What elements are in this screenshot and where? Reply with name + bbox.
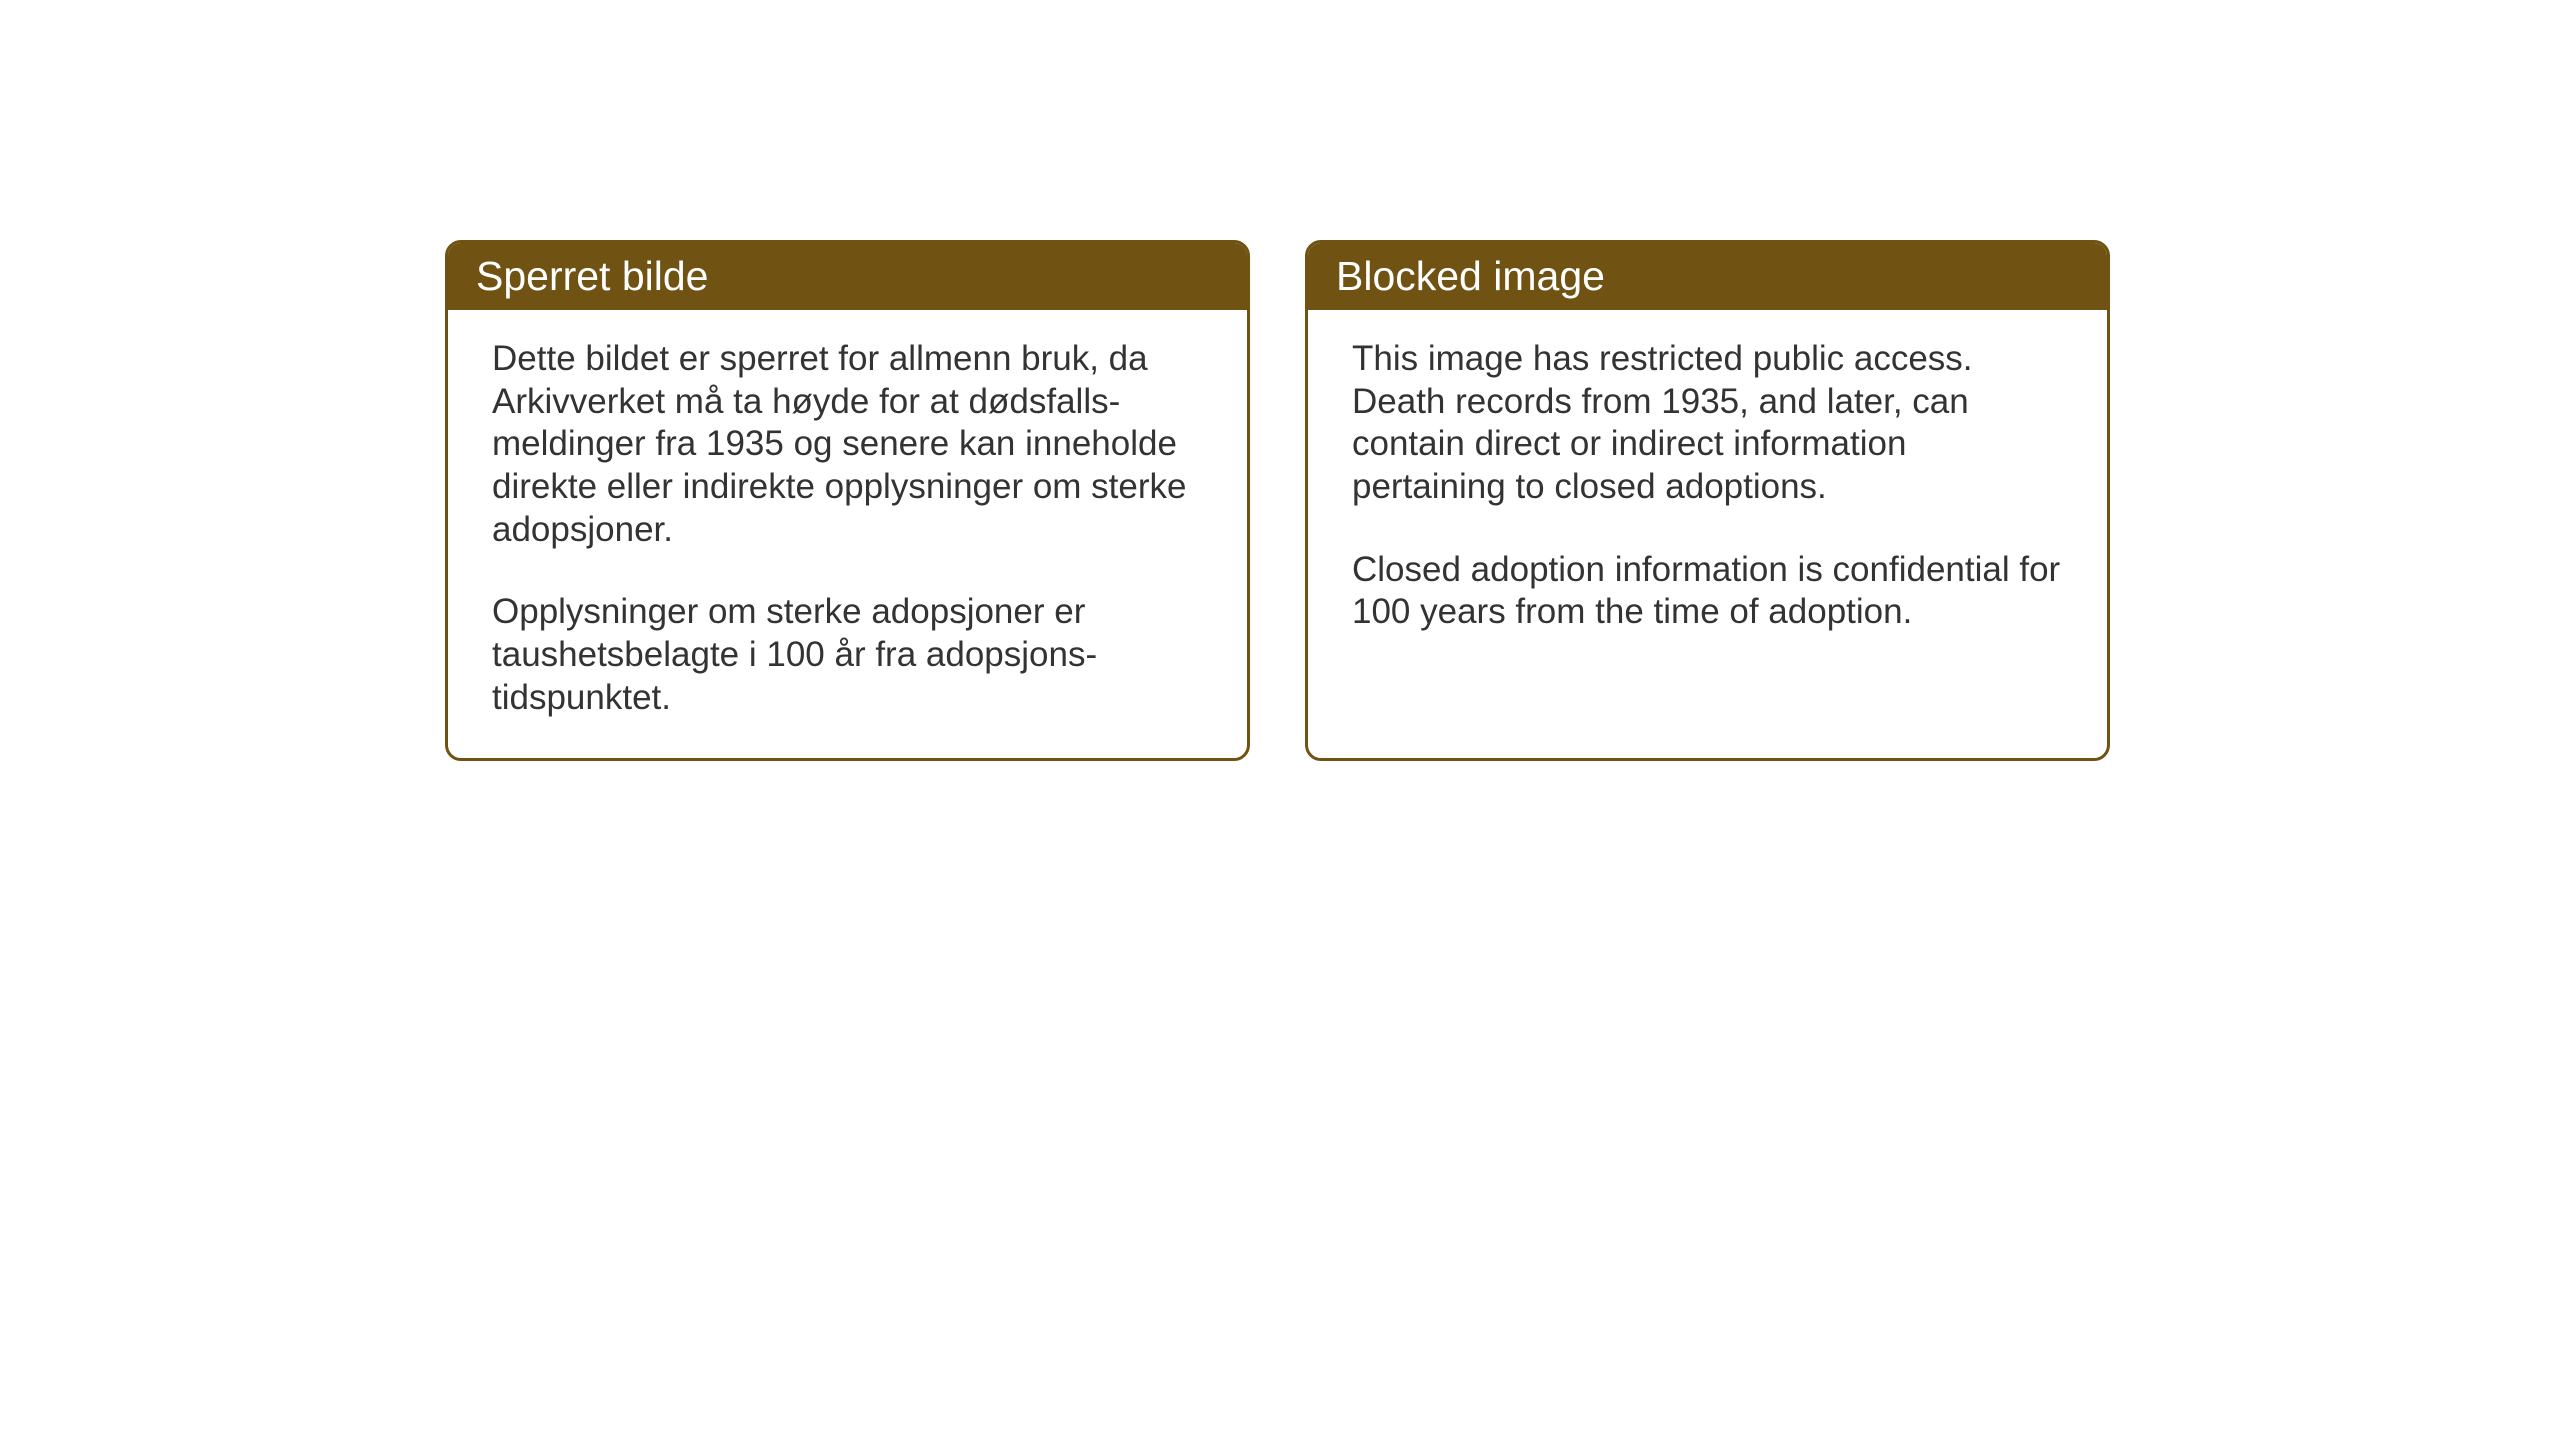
card-norwegian-paragraph-1: Dette bildet er sperret for allmenn bruk… xyxy=(492,338,1203,551)
card-norwegian-title: Sperret bilde xyxy=(476,253,708,299)
card-english-paragraph-1: This image has restricted public access.… xyxy=(1352,338,2063,509)
cards-container: Sperret bilde Dette bildet er sperret fo… xyxy=(0,0,2560,761)
card-english-header: Blocked image xyxy=(1308,243,2107,310)
card-english-paragraph-2: Closed adoption information is confident… xyxy=(1352,549,2063,634)
card-english-body: This image has restricted public access.… xyxy=(1308,310,2107,672)
card-norwegian: Sperret bilde Dette bildet er sperret fo… xyxy=(445,240,1250,761)
card-english-title: Blocked image xyxy=(1336,253,1605,299)
card-english: Blocked image This image has restricted … xyxy=(1305,240,2110,761)
card-norwegian-body: Dette bildet er sperret for allmenn bruk… xyxy=(448,310,1247,758)
card-norwegian-header: Sperret bilde xyxy=(448,243,1247,310)
card-norwegian-paragraph-2: Opplysninger om sterke adopsjoner er tau… xyxy=(492,591,1203,719)
